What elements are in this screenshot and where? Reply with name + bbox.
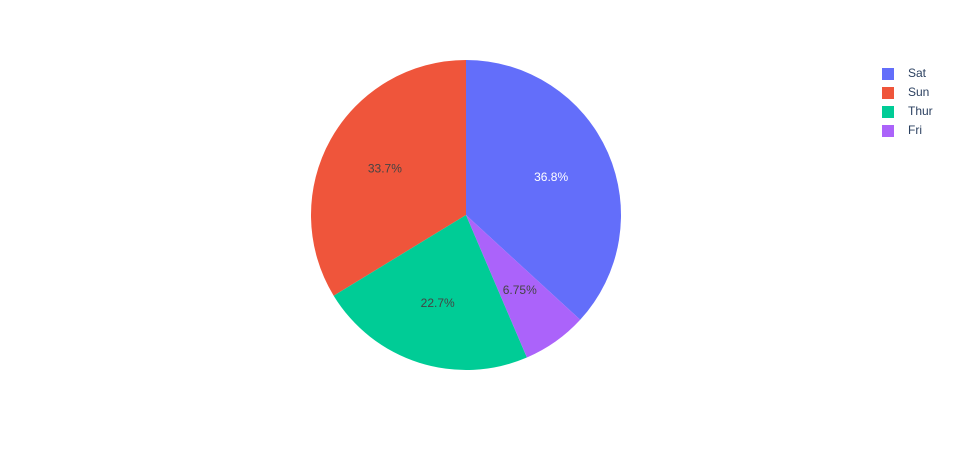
legend-swatch	[882, 106, 894, 118]
legend: Sat Sun Thur Fri	[882, 66, 933, 137]
legend-swatch	[882, 125, 894, 137]
legend-swatch	[882, 87, 894, 99]
slice-label: 6.75%	[503, 283, 537, 297]
pie-slice	[311, 60, 466, 296]
legend-label: Thur	[908, 104, 933, 118]
pie-slice	[466, 215, 581, 358]
legend-label: Sun	[908, 85, 929, 99]
legend-label: Sat	[908, 66, 927, 80]
slice-label: 22.7%	[421, 296, 455, 310]
legend-label: Fri	[908, 123, 922, 137]
slice-label: 36.8%	[534, 170, 568, 184]
pie-slice	[333, 215, 527, 370]
pie-slice	[466, 60, 621, 320]
pie: 36.8% 33.7% 22.7% 6.75%	[311, 60, 621, 370]
legend-swatch	[882, 68, 894, 80]
slice-label: 33.7%	[368, 162, 402, 176]
